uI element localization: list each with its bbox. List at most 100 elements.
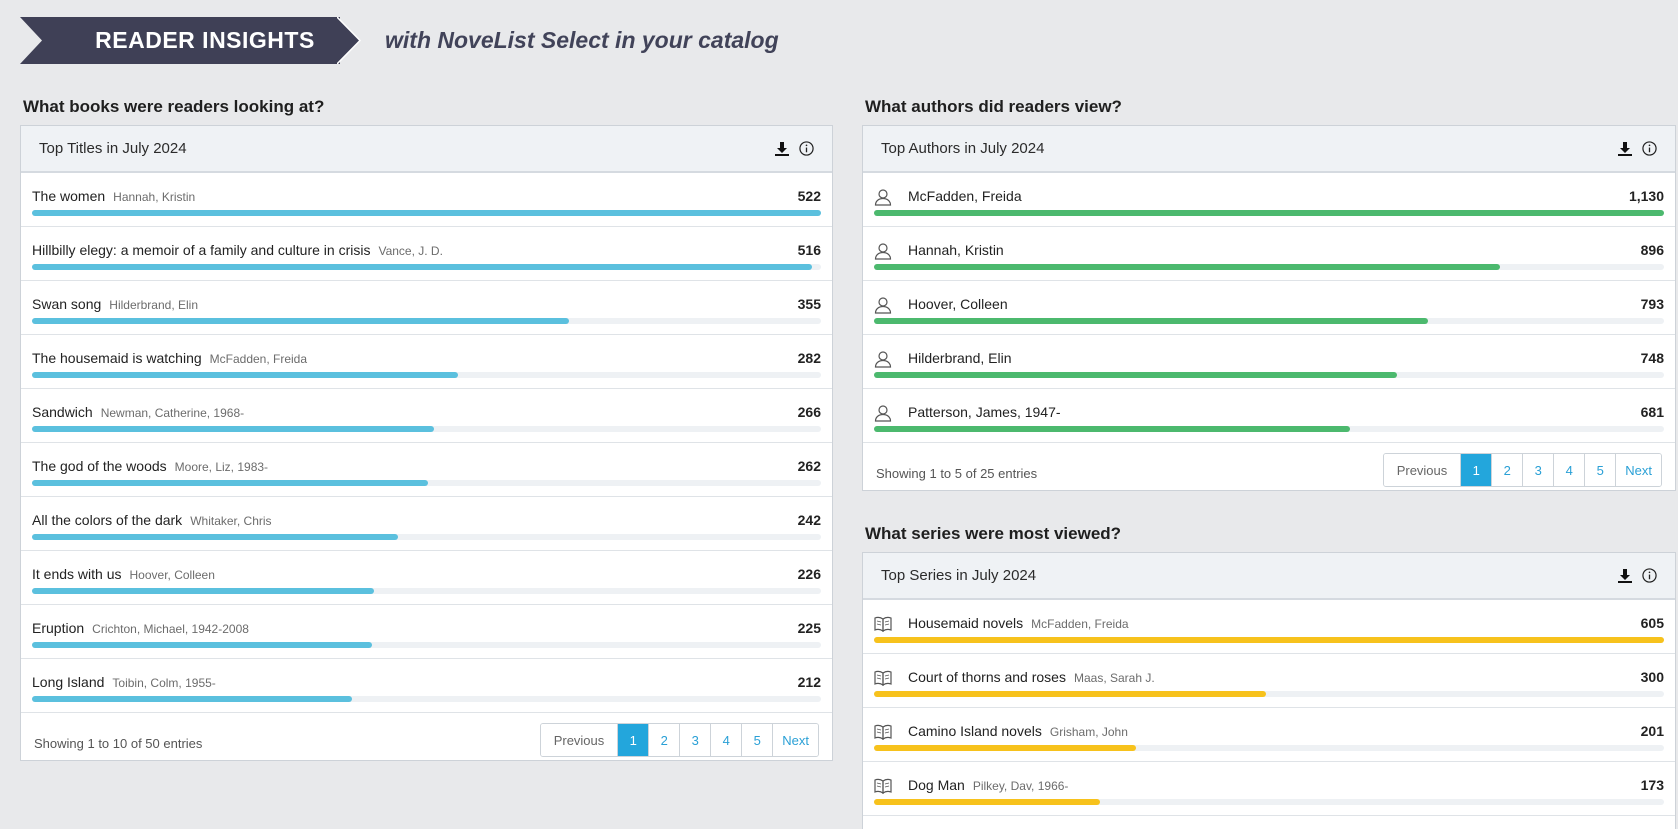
titles-list: The women Hannah, Kristin 522 Hillbilly ele…	[21, 173, 832, 713]
download-icon[interactable]	[1618, 141, 1632, 156]
top-series-panel: Top Series in July 2024 Housemaid novels…	[862, 552, 1676, 829]
row-name[interactable]: Eruption	[32, 620, 85, 636]
book-icon	[874, 668, 894, 688]
row-author: Crichton, Michael, 1942-2008	[92, 622, 249, 636]
list-row[interactable]: All the colors of the dark Whitaker, Chri…	[21, 497, 832, 551]
list-row[interactable]: It ends with us Hoover, Colleen 226	[21, 551, 832, 605]
list-row[interactable]: The housemaid is watching McFadden, Freid…	[21, 335, 832, 389]
authors-question: What authors did readers view?	[865, 97, 1122, 116]
bar-track	[874, 372, 1664, 378]
list-row[interactable]: Housemaid novels McFadden, Freida 605	[863, 600, 1675, 654]
panel-header: Top Series in July 2024	[863, 553, 1675, 600]
showing-entries: Showing 1 to 5 of 25 entries	[876, 466, 1038, 481]
list-row[interactable]: Patterson, James, 1947- 681	[863, 389, 1675, 443]
row-name[interactable]: The women	[32, 188, 106, 204]
page-4-button[interactable]: 4	[1553, 454, 1585, 486]
row-author: Whitaker, Chris	[190, 514, 272, 528]
authors-footer: Showing 1 to 5 of 25 entries Previous 1 2 3…	[863, 443, 1675, 490]
row-name[interactable]: Court of thorns and roses	[908, 669, 1066, 685]
row-name[interactable]: Hoover, Colleen	[908, 296, 1008, 312]
showing-entries: Showing 1 to 10 of 50 entries	[34, 736, 203, 751]
page-2-button[interactable]: 2	[648, 724, 680, 756]
row-name[interactable]: Hilderbrand, Elin	[908, 350, 1012, 366]
bar-track	[32, 480, 821, 486]
list-row[interactable]: The god of the woods Moore, Liz, 1983- 262	[21, 443, 832, 497]
bar-fill	[32, 372, 459, 378]
row-name[interactable]: Patterson, James, 1947-	[908, 404, 1061, 420]
row-count: 300	[1640, 669, 1664, 685]
info-icon[interactable]	[1642, 568, 1657, 583]
list-row[interactable]: Hannah, Kristin 896	[863, 227, 1675, 281]
page-1-button[interactable]: 1	[1460, 454, 1492, 486]
row-name[interactable]: All the colors of the dark	[32, 512, 183, 528]
person-icon	[874, 241, 894, 261]
banner-tagline: with NoveList Select in your catalog	[385, 27, 779, 53]
row-name[interactable]: Hillbilly elegy: a memoir of a family an…	[32, 242, 371, 258]
header-banner: READER INSIGHTS	[20, 17, 340, 64]
page-5-button[interactable]: 5	[741, 724, 773, 756]
bar-fill	[874, 426, 1351, 432]
next-page-button[interactable]: Next	[772, 724, 818, 756]
row-name[interactable]: McFadden, Freida	[908, 188, 1022, 204]
panel-header: Top Titles in July 2024	[21, 126, 832, 173]
previous-page-button[interactable]: Previous	[1383, 454, 1461, 486]
page-4-button[interactable]: 4	[710, 724, 742, 756]
book-icon	[874, 776, 894, 796]
row-count: 522	[797, 188, 821, 204]
row-name[interactable]: The housemaid is watching	[32, 350, 202, 366]
panel-title: Top Authors in July 2024	[881, 140, 1045, 157]
row-name[interactable]: Dog Man	[908, 777, 965, 793]
bar-track	[32, 426, 821, 432]
info-icon[interactable]	[1642, 141, 1657, 156]
row-count: 242	[797, 512, 821, 528]
list-row[interactable]: Sandwich Newman, Catherine, 1968- 266	[21, 389, 832, 443]
download-icon[interactable]	[775, 141, 789, 156]
bar-fill	[32, 480, 428, 486]
list-row[interactable]: Long Island Toibin, Colm, 1955- 212	[21, 659, 832, 713]
list-row[interactable]: Hillbilly elegy: a memoir of a family an…	[21, 227, 832, 281]
page-5-button[interactable]: 5	[1584, 454, 1616, 486]
row-name[interactable]: Long Island	[32, 674, 105, 690]
page-1-button[interactable]: 1	[617, 724, 649, 756]
page-3-button[interactable]: 3	[679, 724, 711, 756]
person-icon	[874, 349, 894, 369]
page-2-button[interactable]: 2	[1491, 454, 1523, 486]
page-3-button[interactable]: 3	[1522, 454, 1554, 486]
person-icon	[874, 295, 894, 315]
row-name[interactable]: It ends with us	[32, 566, 122, 582]
download-icon[interactable]	[1618, 568, 1632, 583]
list-row[interactable]: The women Hannah, Kristin 522	[21, 173, 832, 227]
person-icon	[874, 187, 894, 207]
list-row[interactable]: Eruption Crichton, Michael, 1942-2008 225	[21, 605, 832, 659]
top-titles-panel: Top Titles in July 2024 The women Hannah,…	[20, 125, 833, 761]
list-row[interactable]: Camino Island novels Grisham, John 201	[863, 708, 1675, 762]
row-name[interactable]: Housemaid novels	[908, 615, 1024, 631]
list-row[interactable]: Hilderbrand, Elin 748	[863, 335, 1675, 389]
list-row[interactable]: Hoover, Colleen 793	[863, 281, 1675, 335]
previous-page-button[interactable]: Previous	[540, 724, 618, 756]
row-name[interactable]: Camino Island novels	[908, 723, 1042, 739]
bar-fill	[874, 264, 1501, 270]
row-author: Pilkey, Dav, 1966-	[972, 779, 1069, 793]
bar-fill	[32, 264, 812, 270]
info-icon[interactable]	[799, 141, 814, 156]
row-count: 282	[797, 350, 821, 366]
bar-track	[874, 426, 1664, 432]
person-icon	[874, 403, 894, 423]
row-author: Hilderbrand, Elin	[109, 298, 198, 312]
row-name[interactable]: The god of the woods	[32, 458, 167, 474]
row-name[interactable]: Sandwich	[32, 404, 93, 420]
next-page-button[interactable]: Next	[1615, 454, 1661, 486]
pagination: Previous 1 2 3 4 5 Next	[539, 723, 819, 757]
list-row[interactable]: Dog Man Pilkey, Dav, 1966- 173	[863, 762, 1675, 816]
bar-fill	[874, 637, 1664, 643]
bar-fill	[32, 210, 821, 216]
row-name[interactable]: Hannah, Kristin	[908, 242, 1004, 258]
bar-track	[32, 534, 821, 540]
row-count: 266	[797, 404, 821, 420]
list-row[interactable]: Court of thorns and roses Maas, Sarah J. 3…	[863, 654, 1675, 708]
row-count: 201	[1640, 723, 1664, 739]
list-row[interactable]: McFadden, Freida 1,130	[863, 173, 1675, 227]
row-name[interactable]: Swan song	[32, 296, 102, 312]
list-row[interactable]: Swan song Hilderbrand, Elin 355	[21, 281, 832, 335]
